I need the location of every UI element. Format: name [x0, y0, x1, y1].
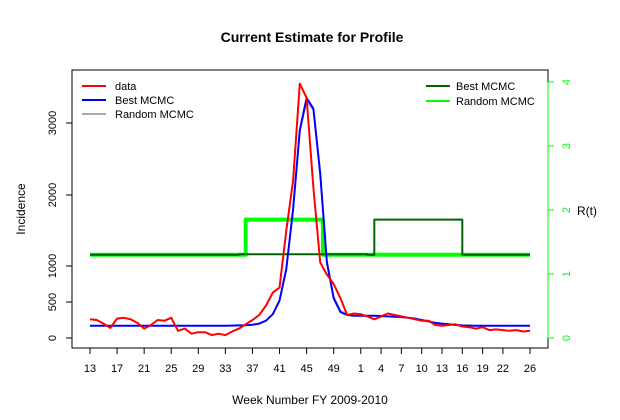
x-tick-label: 17 — [111, 363, 123, 375]
right-axis-label: R(t) — [577, 204, 597, 218]
legend-label: Best MCMC — [115, 95, 174, 107]
legend-right: Best MCMC Random MCMC — [426, 81, 535, 108]
series-layer — [89, 82, 531, 337]
r-tick-label: 0 — [561, 335, 573, 341]
right-axis: 0 1 2 3 4 — [547, 79, 573, 341]
x-tick-label: 10 — [416, 363, 428, 375]
legend-left: data Best MCMC Random MCMC — [82, 81, 194, 121]
r-tick-label: 4 — [561, 79, 573, 85]
y-tick-label: 3000 — [47, 111, 59, 135]
y-tick-label: 0 — [47, 335, 59, 341]
r-tick-label: 2 — [561, 207, 573, 213]
x-tick-label: 4 — [378, 363, 384, 375]
y-tick-label: 2000 — [47, 183, 59, 207]
x-tick-label: 13 — [84, 363, 96, 375]
series-line-data-left — [89, 82, 531, 337]
x-tick-label: 37 — [246, 363, 258, 375]
y-tick-label: 1000 — [47, 254, 59, 278]
x-tick-label: 16 — [456, 363, 468, 375]
r-tick-label: 3 — [561, 143, 573, 149]
x-tick-label: 41 — [273, 363, 285, 375]
x-tick-label: 25 — [165, 363, 177, 375]
bottom-axis: 13 17 21 25 29 33 37 41 45 49 1 4 7 10 13 16 19 22 26 — [84, 347, 536, 375]
x-tick-label: 21 — [138, 363, 150, 375]
chart-title: Current Estimate for Profile — [221, 29, 404, 45]
legend-label: Random MCMC — [456, 96, 535, 108]
r-tick-label: 1 — [561, 271, 573, 277]
series-line-best-mcmc-right — [90, 218, 530, 256]
x-axis-label: Week Number FY 2009-2010 — [232, 393, 388, 407]
legend-label: Best MCMC — [456, 81, 515, 93]
x-tick-label: 1 — [358, 363, 364, 375]
legend-label: data — [115, 81, 137, 93]
legend-label: Random MCMC — [115, 109, 194, 121]
x-tick-label: 26 — [524, 363, 536, 375]
x-tick-label: 19 — [476, 363, 488, 375]
y-tick-label: 500 — [47, 293, 59, 311]
x-tick-label: 13 — [436, 363, 448, 375]
left-axis: 0 500 1000 2000 3000 — [47, 111, 73, 341]
y-axis-label: Incidence — [14, 183, 28, 235]
x-tick-label: 49 — [328, 363, 340, 375]
x-tick-label: 33 — [219, 363, 231, 375]
series-line-random-mcmc-right — [90, 217, 530, 257]
x-tick-label: 7 — [398, 363, 404, 375]
x-tick-label: 22 — [497, 363, 509, 375]
x-tick-label: 45 — [300, 363, 312, 375]
x-tick-label: 29 — [192, 363, 204, 375]
